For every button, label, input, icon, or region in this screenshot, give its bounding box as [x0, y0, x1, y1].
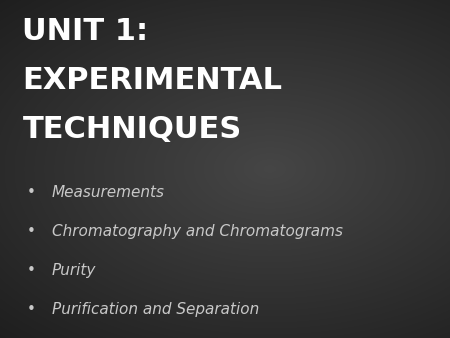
Text: Measurements: Measurements — [52, 185, 165, 200]
Text: •: • — [27, 185, 36, 200]
Text: EXPERIMENTAL: EXPERIMENTAL — [22, 66, 283, 95]
Text: Purification and Separation: Purification and Separation — [52, 302, 259, 317]
Text: •: • — [27, 224, 36, 239]
Text: •: • — [27, 302, 36, 317]
Text: •: • — [27, 263, 36, 278]
Text: Purity: Purity — [52, 263, 96, 278]
Text: TECHNIQUES: TECHNIQUES — [22, 115, 242, 144]
Text: Chromatography and Chromatograms: Chromatography and Chromatograms — [52, 224, 343, 239]
Text: UNIT 1:: UNIT 1: — [22, 17, 148, 46]
